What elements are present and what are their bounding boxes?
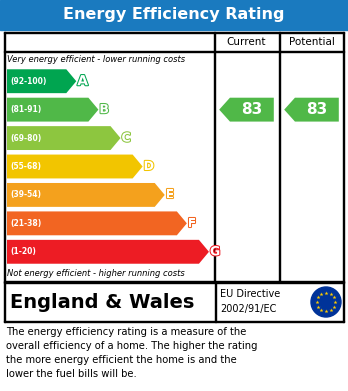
Text: England & Wales: England & Wales (10, 292, 195, 312)
Bar (4, 32, 344, 282)
Bar (343, 282, 344, 322)
Bar (4, 282, 344, 322)
Polygon shape (7, 212, 187, 235)
Bar (4, 282, 5, 322)
Text: B: B (100, 103, 109, 116)
Text: Potential: Potential (288, 37, 334, 47)
Polygon shape (7, 154, 143, 178)
Polygon shape (284, 98, 339, 122)
Polygon shape (7, 126, 120, 150)
Bar (4, 281, 344, 282)
Text: A: A (77, 74, 88, 88)
Polygon shape (7, 183, 165, 207)
Text: D: D (144, 160, 154, 173)
Text: (55-68): (55-68) (10, 162, 41, 171)
Text: (81-91): (81-91) (10, 105, 41, 114)
Text: E: E (166, 188, 174, 201)
Text: F: F (188, 217, 196, 230)
Text: (1-20): (1-20) (10, 247, 36, 256)
Bar (4, 32, 344, 52)
Polygon shape (219, 98, 274, 122)
Text: (21-38): (21-38) (10, 219, 41, 228)
Bar (4, 32, 5, 282)
Text: EU Directive: EU Directive (220, 289, 280, 299)
Bar (4, 32, 344, 33)
Text: Energy Efficiency Rating: Energy Efficiency Rating (63, 7, 285, 23)
Bar (343, 32, 344, 282)
Circle shape (311, 287, 341, 317)
Text: Very energy efficient - lower running costs: Very energy efficient - lower running co… (7, 55, 185, 64)
Bar (214, 32, 215, 282)
Text: Not energy efficient - higher running costs: Not energy efficient - higher running co… (7, 269, 185, 278)
Text: (69-80): (69-80) (10, 134, 41, 143)
Bar (279, 32, 280, 282)
Text: Current: Current (227, 37, 266, 47)
Bar (4, 282, 344, 283)
Polygon shape (7, 69, 76, 93)
Text: (92-100): (92-100) (10, 77, 46, 86)
Text: 83: 83 (306, 102, 327, 117)
Polygon shape (7, 98, 98, 122)
Polygon shape (7, 240, 209, 264)
Bar (4, 321, 344, 322)
Text: G: G (210, 245, 220, 258)
Text: 83: 83 (241, 102, 262, 117)
Text: (39-54): (39-54) (10, 190, 41, 199)
Text: The energy efficiency rating is a measure of the
overall efficiency of a home. T: The energy efficiency rating is a measur… (6, 327, 258, 379)
Bar (0, 0, 348, 30)
Text: C: C (121, 131, 130, 145)
Text: 2002/91/EC: 2002/91/EC (220, 304, 276, 314)
Bar (4, 51, 344, 52)
Bar (215, 282, 216, 322)
